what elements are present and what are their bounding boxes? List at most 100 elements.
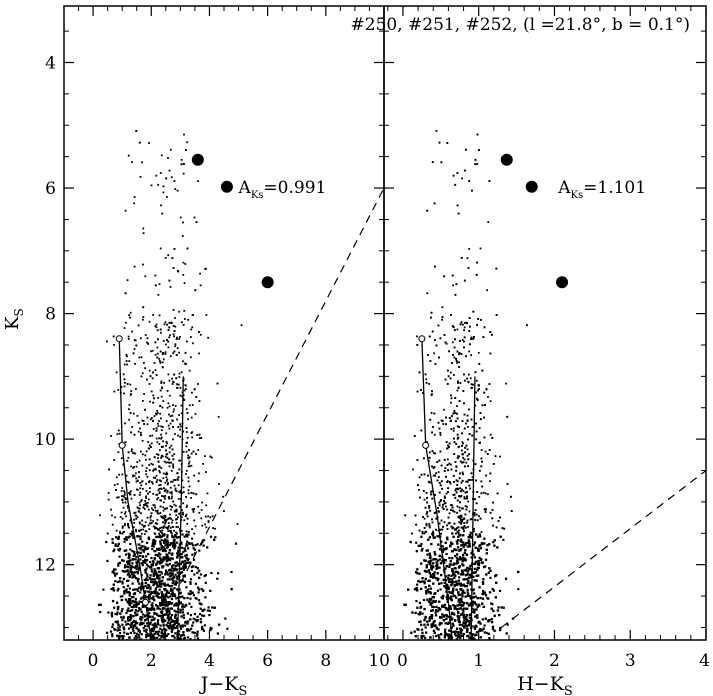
field-star-point [128, 587, 131, 590]
field-star-point [154, 284, 157, 287]
field-star-point [178, 310, 181, 313]
field-star-point [182, 574, 185, 577]
field-star-point [457, 380, 459, 383]
field-star-point [454, 634, 458, 637]
field-star-point [449, 560, 452, 563]
field-star-point [461, 432, 464, 435]
field-star-point [181, 235, 184, 237]
field-star-point [161, 386, 163, 389]
field-star-point [434, 265, 436, 268]
field-star-point [459, 487, 461, 490]
plot-frame [383, 5, 707, 641]
field-star-point [166, 539, 169, 542]
field-star-point [127, 523, 129, 525]
field-star-point [151, 623, 154, 626]
field-star-point [144, 559, 147, 562]
field-star-point [491, 603, 494, 606]
field-star-point [169, 624, 172, 627]
field-star-point [172, 309, 175, 311]
field-star-point [438, 427, 441, 430]
field-star-point [158, 630, 161, 633]
field-star-point [489, 576, 492, 579]
field-star-point [179, 625, 182, 628]
field-star-point [152, 538, 155, 541]
field-star-point [201, 614, 204, 617]
field-star-point [171, 634, 174, 638]
field-star-point [167, 645, 169, 647]
field-star-point [146, 578, 149, 582]
field-star-point [464, 513, 467, 516]
field-star-point [462, 473, 464, 476]
field-star-point [166, 578, 169, 581]
field-star-point [139, 558, 142, 561]
field-star-point [452, 573, 455, 576]
field-star-point [160, 535, 163, 539]
field-star-point [164, 544, 167, 547]
field-star-point [156, 644, 158, 646]
field-star-point [128, 403, 131, 406]
field-star-point [157, 461, 160, 463]
field-star-point [115, 572, 118, 575]
field-star-point [417, 642, 419, 644]
field-star-point [179, 556, 183, 559]
field-star-point [162, 400, 165, 402]
field-star-point [129, 619, 132, 622]
field-star-point [118, 625, 122, 628]
field-star-point [152, 394, 155, 397]
field-star-point [153, 636, 156, 639]
field-star-point [472, 575, 475, 578]
field-star-point [147, 597, 151, 601]
field-star-point [491, 436, 494, 439]
field-star-point [171, 505, 173, 508]
field-star-point [131, 639, 135, 640]
field-star-point [191, 631, 194, 634]
field-star-point [471, 476, 474, 479]
field-star-point [148, 577, 152, 580]
field-star-point [150, 446, 152, 449]
field-star-point [140, 584, 143, 587]
field-star-point [171, 644, 173, 646]
field-star-point [475, 603, 478, 606]
field-star-point [117, 542, 120, 546]
field-star-point [148, 320, 151, 323]
field-star-point [163, 584, 166, 587]
field-star-point [137, 577, 140, 580]
field-star-point [434, 624, 437, 627]
field-star-point [160, 381, 163, 384]
field-star-point [151, 591, 154, 594]
field-star-point [156, 510, 159, 513]
field-star-point [489, 511, 492, 514]
field-star-point [139, 512, 142, 515]
field-star-point [153, 592, 157, 595]
field-star-point [463, 496, 466, 498]
field-star-point [189, 581, 192, 584]
x-axis-label-main: J−K [199, 673, 240, 695]
field-star-point [156, 591, 159, 594]
field-star-point [185, 544, 188, 547]
field-star-point [143, 639, 147, 640]
field-star-point [171, 557, 175, 560]
field-star-point [124, 321, 127, 324]
field-star-point [457, 593, 460, 597]
scatter-points [97, 130, 384, 647]
field-star-point [139, 597, 142, 600]
field-star-point [436, 578, 439, 582]
field-star-point [148, 142, 150, 144]
field-star-point [131, 582, 134, 585]
field-star-point [164, 481, 167, 484]
field-star-point [464, 568, 468, 571]
field-star-point [452, 509, 454, 512]
field-star-point [203, 614, 206, 617]
field-star-point [191, 404, 194, 406]
field-star-point [163, 548, 167, 551]
field-star-point [116, 544, 120, 548]
field-star-point [127, 506, 129, 509]
field-star-point [464, 422, 467, 425]
field-star-point [168, 458, 170, 461]
field-star-point [466, 578, 469, 581]
field-star-point [153, 569, 156, 573]
field-star-point [161, 516, 163, 519]
field-star-point [133, 433, 136, 436]
field-star-point [141, 439, 144, 442]
field-star-point [432, 605, 435, 609]
